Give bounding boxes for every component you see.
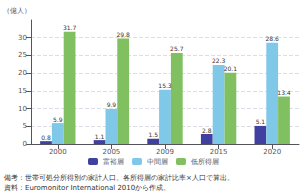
- svg-text:25.7: 25.7: [170, 45, 184, 52]
- svg-text:2020: 2020: [263, 148, 281, 156]
- svg-text:20: 20: [18, 69, 27, 77]
- svg-text:2015: 2015: [210, 148, 228, 156]
- svg-text:2009: 2009: [156, 148, 174, 156]
- svg-text:2005: 2005: [102, 148, 120, 156]
- svg-text:5.1: 5.1: [256, 118, 266, 125]
- svg-text:低所得層: 低所得層: [191, 158, 219, 166]
- svg-text:29.8: 29.8: [117, 31, 131, 38]
- svg-text:20.1: 20.1: [224, 65, 238, 72]
- svg-text:（億人）: （億人）: [3, 7, 31, 15]
- svg-text:中間層: 中間層: [147, 158, 168, 166]
- svg-text:15.3: 15.3: [158, 82, 172, 89]
- svg-text:25: 25: [18, 51, 27, 59]
- svg-text:1.1: 1.1: [95, 133, 105, 140]
- svg-text:5: 5: [23, 122, 27, 130]
- svg-text:0.8: 0.8: [41, 134, 51, 141]
- svg-text:2.8: 2.8: [202, 127, 212, 134]
- svg-text:資料：Euromonitor International 2: 資料：Euromonitor International 2010から作成。: [4, 184, 170, 192]
- svg-text:9.9: 9.9: [107, 101, 117, 108]
- svg-text:10: 10: [18, 105, 27, 113]
- svg-text:13.4: 13.4: [277, 89, 291, 96]
- svg-text:5.9: 5.9: [53, 116, 63, 123]
- svg-text:富裕層: 富裕層: [103, 158, 124, 166]
- svg-text:備考：世帯可処分所得別の家計人口。各所得層の家計比率×人口で: 備考：世帯可処分所得別の家計人口。各所得層の家計比率×人口で算出。: [4, 174, 234, 182]
- svg-text:0: 0: [23, 140, 27, 148]
- svg-text:15: 15: [18, 87, 27, 95]
- svg-text:2000: 2000: [49, 148, 67, 156]
- svg-text:1.5: 1.5: [148, 131, 158, 138]
- svg-text:31.7: 31.7: [63, 24, 77, 31]
- svg-text:30: 30: [18, 34, 27, 42]
- svg-text:28.6: 28.6: [266, 35, 280, 42]
- svg-text:22.3: 22.3: [212, 57, 226, 64]
